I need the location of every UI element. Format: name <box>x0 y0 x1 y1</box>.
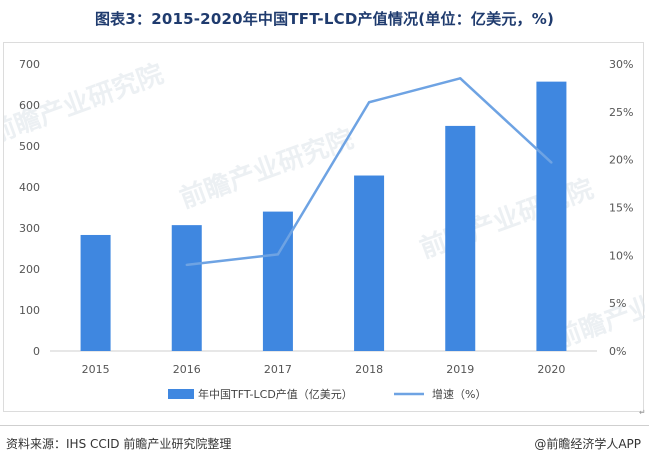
x-tick-label: 2015 <box>82 363 110 376</box>
bar-2015 <box>80 234 111 351</box>
watermark-text: 前瞻产业研究院 <box>416 173 598 264</box>
right-tick-label: 10% <box>609 249 633 262</box>
legend-bar-swatch <box>168 389 194 399</box>
left-tick-label: 500 <box>19 140 40 153</box>
bar-2018 <box>354 175 385 351</box>
bar-2020 <box>536 81 567 351</box>
chart-title: 图表3：2015-2020年中国TFT-LCD产值情况(单位：亿美元，%) <box>94 10 555 28</box>
right-tick-label: 15% <box>609 202 633 215</box>
right-tick-label: 0% <box>609 345 626 358</box>
x-tick-label: 2020 <box>537 363 565 376</box>
legend-bar-label: 年中国TFT-LCD产值（亿美元） <box>198 387 353 401</box>
footer: 资料来源：IHS CCID 前瞻产业研究院整理 @前瞻经济学人APP <box>0 425 649 462</box>
legend-line-label: 增速（%） <box>432 387 486 401</box>
right-tick-label: 25% <box>609 106 633 119</box>
x-tick-label: 2019 <box>446 363 474 376</box>
left-axis: 0 100 200 300 400 500 600 700 <box>19 58 40 358</box>
bar-2017 <box>262 211 293 351</box>
legend: 年中国TFT-LCD产值（亿美元） 增速（%） <box>168 387 486 401</box>
x-tick-label: 2016 <box>173 363 201 376</box>
growth-point-2016 <box>185 263 188 267</box>
bar-series <box>80 81 567 351</box>
left-tick-label: 600 <box>19 99 40 112</box>
right-tick-label: 30% <box>609 58 633 71</box>
chart-frame: 前瞻产业研究院 前瞻产业研究院 前瞻产业研究院 前瞻产业研究院 0 100 200 300 4… <box>3 42 645 412</box>
corner-mark: ↵ <box>639 408 646 417</box>
left-tick-label: 400 <box>19 181 40 194</box>
growth-point-2020 <box>550 161 553 164</box>
left-tick-label: 300 <box>19 222 40 235</box>
growth-point-2019 <box>459 77 462 80</box>
growth-point-2017 <box>276 253 280 256</box>
x-axis: 2015 2016 2017 2018 2019 2020 <box>50 350 597 376</box>
left-tick-label: 200 <box>19 263 40 276</box>
line-series <box>185 77 553 267</box>
right-tick-label: 5% <box>609 297 626 310</box>
source-note: 资料来源：IHS CCID 前瞻产业研究院整理 <box>6 437 232 451</box>
bar-2019 <box>445 125 476 351</box>
left-tick-label: 0 <box>33 345 40 358</box>
left-tick-label: 700 <box>19 58 40 71</box>
left-tick-label: 100 <box>19 304 40 317</box>
x-tick-label: 2018 <box>355 363 383 376</box>
right-tick-label: 20% <box>609 154 633 167</box>
bar-2016 <box>171 225 202 351</box>
growth-point-2018 <box>367 101 371 104</box>
right-axis: 0% 5% 10% 15% 20% 25% 30% <box>609 58 633 358</box>
x-tick-label: 2017 <box>264 363 292 376</box>
brand-label: @前瞻经济学人APP <box>534 437 641 451</box>
